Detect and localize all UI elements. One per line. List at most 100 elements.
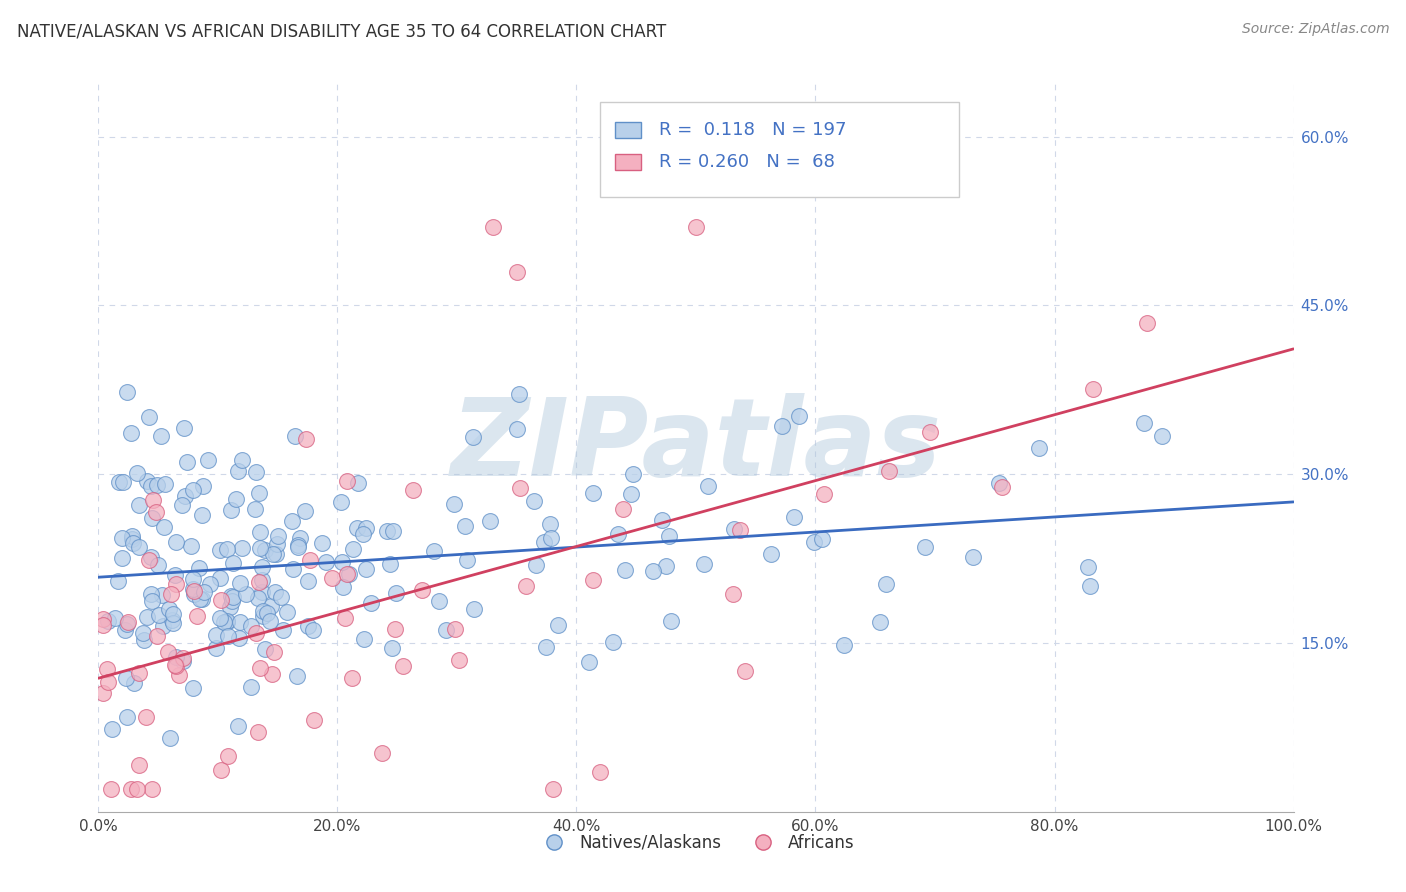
Text: Source: ZipAtlas.com: Source: ZipAtlas.com	[1241, 22, 1389, 37]
Point	[607, 526, 630, 541]
Point	[330, 555, 353, 569]
Point	[101, 722, 124, 736]
Point	[193, 585, 215, 599]
Point	[360, 597, 382, 611]
Point	[803, 535, 825, 549]
Point	[789, 409, 811, 423]
Point	[533, 535, 555, 549]
Point	[444, 622, 467, 636]
Point	[160, 586, 183, 600]
Point	[260, 599, 283, 613]
FancyBboxPatch shape	[614, 154, 641, 170]
Point	[249, 541, 271, 556]
Point	[259, 614, 281, 628]
Point	[728, 523, 751, 537]
Point	[134, 632, 156, 647]
Point	[165, 577, 187, 591]
Point	[375, 524, 398, 539]
FancyBboxPatch shape	[600, 103, 959, 197]
Point	[209, 593, 232, 607]
Point	[222, 556, 245, 570]
Point	[382, 524, 405, 538]
Point	[218, 599, 240, 614]
Point	[287, 540, 309, 554]
Point	[311, 535, 333, 549]
Point	[685, 219, 707, 234]
Point	[176, 454, 198, 468]
Point	[142, 492, 165, 507]
Point	[243, 502, 266, 516]
Point	[461, 430, 484, 444]
Point	[321, 571, 343, 585]
Point	[522, 493, 544, 508]
Point	[97, 674, 120, 689]
Point	[135, 709, 157, 723]
Point	[138, 553, 160, 567]
Point	[247, 486, 270, 500]
FancyBboxPatch shape	[614, 122, 641, 138]
Point	[661, 614, 683, 628]
Point	[191, 479, 214, 493]
Point	[141, 511, 163, 525]
Point	[181, 681, 204, 695]
Point	[91, 618, 114, 632]
Point	[250, 573, 273, 587]
Point	[128, 758, 150, 772]
Text: ZIPatlas: ZIPatlas	[450, 393, 942, 499]
Point	[734, 664, 756, 678]
Point	[188, 561, 211, 575]
Point	[427, 593, 450, 607]
Point	[165, 535, 187, 549]
Point	[217, 615, 239, 629]
Point	[988, 475, 1011, 490]
Point	[197, 453, 219, 467]
Point	[186, 608, 208, 623]
Point	[1080, 579, 1102, 593]
Point	[540, 531, 562, 545]
Point	[246, 591, 269, 605]
Point	[245, 465, 267, 479]
Point	[150, 429, 173, 443]
Point	[107, 574, 129, 589]
Point	[447, 653, 470, 667]
Point	[252, 604, 274, 618]
Point	[336, 474, 359, 488]
Point	[353, 632, 375, 647]
Point	[693, 557, 716, 571]
Point	[536, 640, 558, 654]
Point	[381, 640, 404, 655]
Point	[115, 710, 138, 724]
Point	[138, 409, 160, 424]
Point	[287, 538, 309, 552]
Point	[1136, 316, 1159, 330]
Point	[589, 765, 612, 780]
Point	[723, 522, 745, 536]
Point	[183, 582, 205, 596]
Point	[191, 591, 214, 606]
Point	[141, 782, 163, 797]
Text: R = 0.260   N =  68: R = 0.260 N = 68	[659, 153, 835, 171]
Point	[991, 480, 1014, 494]
Point	[120, 426, 142, 441]
Point	[783, 509, 806, 524]
Point	[139, 587, 162, 601]
Point	[256, 606, 278, 620]
Point	[264, 547, 287, 561]
Point	[93, 612, 115, 626]
Point	[380, 557, 402, 571]
Point	[651, 513, 673, 527]
Point	[385, 586, 408, 600]
Point	[875, 576, 897, 591]
Point	[301, 623, 323, 637]
Point	[770, 418, 793, 433]
Point	[115, 616, 138, 631]
Point	[340, 671, 363, 685]
Point	[181, 572, 204, 586]
Point	[270, 590, 292, 604]
Point	[148, 608, 170, 623]
Point	[352, 526, 374, 541]
Point	[509, 481, 531, 495]
Point	[434, 624, 457, 638]
Point	[329, 494, 352, 508]
Point	[264, 585, 287, 599]
